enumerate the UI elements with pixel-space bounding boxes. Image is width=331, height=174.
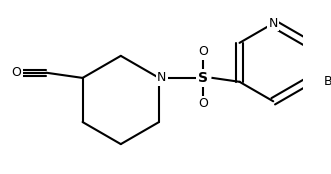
Text: N: N bbox=[157, 71, 166, 84]
Text: S: S bbox=[198, 71, 208, 85]
Text: N: N bbox=[268, 17, 278, 30]
Text: O: O bbox=[198, 45, 208, 58]
Text: Br: Br bbox=[323, 75, 331, 88]
Text: O: O bbox=[12, 66, 22, 79]
Text: O: O bbox=[198, 97, 208, 110]
